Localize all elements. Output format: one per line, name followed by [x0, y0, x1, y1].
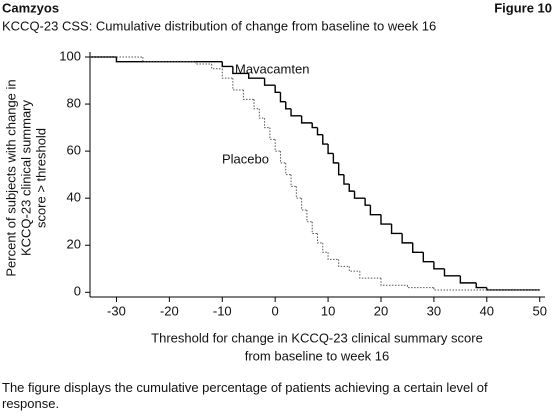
step-line — [433, 261, 445, 270]
step-line — [285, 162, 292, 176]
step-line — [327, 252, 339, 260]
step-line — [253, 99, 260, 110]
step-line — [359, 271, 381, 279]
x-tick-label: 0 — [272, 303, 279, 318]
step-line — [422, 252, 434, 263]
step-line — [295, 186, 302, 199]
step-line — [322, 134, 329, 145]
figure-label: Figure 10 — [494, 0, 552, 15]
y-axis-label: KCCQ-23 clinical summary — [18, 99, 33, 256]
step-line — [348, 184, 355, 192]
step-line — [274, 85, 281, 93]
step-line — [475, 282, 487, 289]
step-line — [332, 153, 339, 164]
chart-title: KCCQ-23 CSS: Cumulative distribution of … — [2, 18, 436, 33]
step-line — [142, 57, 196, 63]
header: Camzyos — [2, 0, 59, 15]
chart: Camzyos Figure 10 KCCQ-23 CSS: Cumulativ… — [2, 0, 552, 363]
y-axis-label: score > threshold — [33, 128, 48, 228]
step-line — [195, 61, 212, 65]
step-line — [380, 278, 408, 286]
step-line — [300, 115, 313, 124]
step-line — [290, 174, 297, 187]
step-line — [338, 259, 350, 267]
step-line — [232, 66, 249, 75]
x-tick-label: -20 — [160, 303, 179, 318]
x-tick-label: 10 — [321, 303, 335, 318]
step-line — [412, 242, 424, 253]
step-line — [232, 78, 244, 91]
step-line — [269, 127, 276, 140]
step-line — [459, 275, 477, 284]
step-line — [343, 174, 350, 185]
step-line — [369, 205, 381, 216]
step-line — [337, 162, 344, 176]
y-tick-label: 40 — [67, 190, 81, 205]
step-line — [390, 224, 403, 235]
step-line — [406, 285, 434, 289]
step-line — [401, 233, 413, 244]
step-line — [306, 209, 313, 223]
step-line — [322, 242, 329, 253]
step-line — [248, 73, 265, 79]
step-line — [285, 101, 292, 110]
step-line — [364, 198, 371, 206]
step-line — [242, 89, 255, 100]
step-line — [317, 233, 323, 244]
step-line — [290, 108, 302, 117]
y-axis-label: Percent of subjects with change in — [3, 79, 18, 276]
step-line — [327, 144, 334, 155]
step-line — [279, 151, 286, 164]
step-line — [433, 287, 540, 291]
series-label: Placebo — [222, 151, 269, 166]
x-tick-label: 40 — [480, 303, 494, 318]
step-line — [348, 266, 360, 272]
step-line — [211, 64, 223, 70]
step-line — [443, 268, 461, 277]
footnote: The figure displays the cumulative perce… — [2, 380, 488, 411]
step-line — [258, 108, 265, 119]
step-line — [263, 78, 276, 86]
y-tick-label: 80 — [67, 95, 81, 110]
step-line — [380, 214, 392, 225]
step-line — [115, 57, 223, 63]
step-line — [221, 61, 233, 68]
step-line — [264, 118, 270, 129]
x-tick-label: 30 — [427, 303, 441, 318]
step-line — [311, 221, 318, 234]
step-line — [274, 139, 281, 152]
step-line — [301, 198, 307, 211]
step-line — [316, 127, 323, 136]
x-axis-label: from baseline to week 16 — [245, 348, 390, 363]
x-tick-label: 50 — [532, 303, 546, 318]
step-line — [221, 68, 233, 79]
x-tick-label: -30 — [107, 303, 126, 318]
x-tick-label: 20 — [374, 303, 388, 318]
y-tick-label: 0 — [74, 284, 81, 299]
step-line — [279, 92, 286, 103]
y-tick-label: 60 — [67, 143, 81, 158]
series-label: Mavacamten — [235, 61, 309, 76]
step-line — [353, 191, 366, 199]
step-line — [311, 122, 318, 129]
x-axis-label: Threshold for change in KCCQ-23 clinical… — [151, 330, 483, 345]
x-tick-label: -10 — [213, 303, 232, 318]
y-tick-label: 100 — [59, 48, 81, 63]
y-tick-label: 20 — [67, 237, 81, 252]
